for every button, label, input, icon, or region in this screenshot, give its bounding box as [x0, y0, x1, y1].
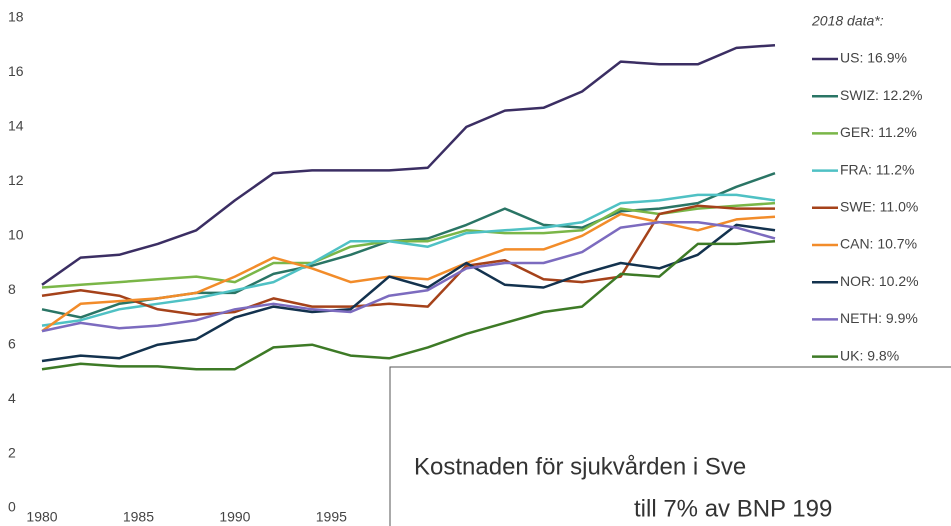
- overlay-box: Kostnaden för sjukvården i Sve till 7% a…: [389, 366, 951, 526]
- overlay-frame: [389, 366, 951, 526]
- x-tick-label: 1980: [26, 509, 57, 525]
- overlay-line: Kostnaden för sjukvården i Sve: [414, 453, 746, 480]
- legend: US: 16.9% SWIZ: 12.2% GER: 11.2% FRA: 11.2%…: [812, 50, 922, 363]
- series-line: [41, 204, 775, 316]
- y-tick-label: 18: [8, 9, 24, 25]
- series-line: [41, 212, 776, 333]
- series-line: [41, 223, 776, 363]
- y-tick-label: 16: [8, 63, 24, 79]
- overlay-line: till 7% av BNP 199: [634, 495, 832, 522]
- series-line: [41, 201, 776, 289]
- legend-label: NOR: 10.2%: [840, 273, 919, 289]
- y-tick-label: 0: [8, 499, 16, 515]
- series-line: [41, 239, 776, 371]
- y-tick-label: 8: [8, 281, 16, 297]
- x-tick-label: 1995: [316, 509, 347, 525]
- y-tick-label: 6: [8, 335, 16, 351]
- legend-label: US: 16.9%: [840, 50, 907, 66]
- series-line: [41, 193, 776, 327]
- x-tick-label: 1985: [123, 509, 154, 525]
- legend-title: 2018 data*:: [811, 13, 884, 29]
- legend-label: FRA: 11.2%: [840, 161, 914, 177]
- x-tick-label: 1990: [219, 509, 250, 525]
- legend-label: UK: 9.8%: [840, 347, 899, 363]
- y-tick-label: 10: [8, 226, 24, 242]
- y-tick-label: 4: [8, 390, 16, 406]
- legend-label: NETH: 9.9%: [840, 310, 918, 326]
- legend-label: SWIZ: 12.2%: [840, 87, 922, 103]
- legend-label: CAN: 10.7%: [840, 236, 917, 252]
- series-line: [41, 220, 776, 333]
- series-line: [41, 43, 776, 286]
- legend-label: GER: 11.2%: [840, 124, 917, 140]
- legend-label: SWE: 11.0%: [840, 199, 918, 215]
- y-tick-label: 12: [8, 172, 24, 188]
- y-tick-label: 2: [8, 444, 16, 460]
- y-tick-label: 14: [8, 118, 24, 134]
- plot-area: 0 2 4 6 8 10 12 14 16 18 1980 1985 1990 1995: [8, 9, 776, 525]
